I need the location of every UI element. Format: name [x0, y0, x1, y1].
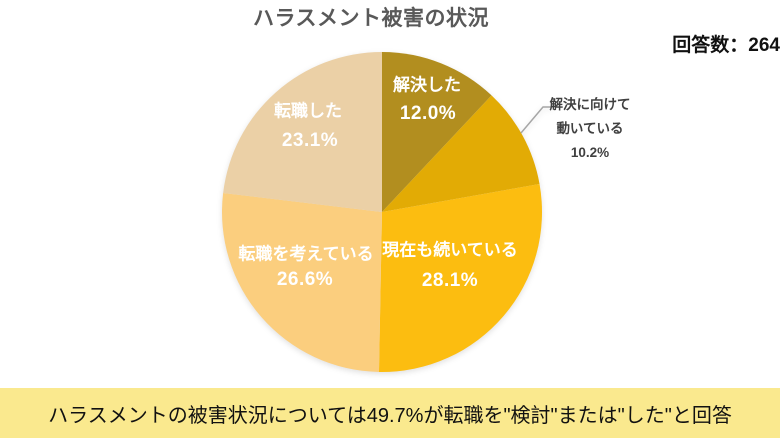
- slice-label-resolved: 解決した: [393, 75, 461, 95]
- pie-slice-2: [378, 184, 542, 372]
- pie-slice-4: [223, 52, 382, 212]
- leader-line: [520, 106, 553, 134]
- outside-label-line2: 動いている: [556, 121, 624, 136]
- pie-slice-3: [222, 192, 382, 372]
- slice-pct-still-continuing: 28.1%: [421, 270, 479, 291]
- slice-pct-considering-job-change: 26.6%: [276, 269, 334, 290]
- pie-slices: [222, 52, 542, 372]
- slice-label-considering-job-change: 転職を考えている: [238, 244, 374, 264]
- summary-banner: ハラスメントの被害状況については49.7%が転職を"検討"または"した"と回答: [0, 388, 780, 438]
- pie-svg: [222, 52, 553, 372]
- slice-label-working-toward-resolution: 解決に向けて 動いている 10.2%: [540, 93, 640, 165]
- pie-slice-0: [382, 52, 492, 212]
- slice-pct-working-toward-resolution: 10.2%: [570, 145, 610, 160]
- summary-text: ハラスメントの被害状況については49.7%が転職を"検討"または"した"と回答: [48, 404, 732, 427]
- slice-pct-resolved: 12.0%: [399, 103, 457, 124]
- slice-label-changed-jobs: 転職した: [274, 101, 342, 121]
- outside-label-line1: 解決に向けて: [549, 97, 631, 112]
- pie-slice-1: [382, 95, 540, 212]
- chart-title: ハラスメント被害の状況: [252, 7, 490, 30]
- slice-label-still-continuing: 現在も続いている: [382, 240, 518, 260]
- response-count: 回答数：264: [672, 35, 780, 56]
- slice-pct-changed-jobs: 23.1%: [281, 130, 339, 151]
